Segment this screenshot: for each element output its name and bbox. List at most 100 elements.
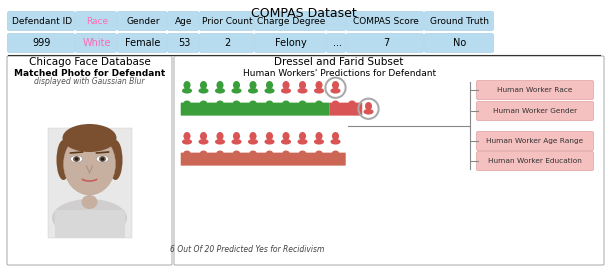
Ellipse shape [233, 81, 240, 89]
Ellipse shape [233, 151, 240, 156]
Text: 999: 999 [33, 39, 51, 49]
Ellipse shape [101, 157, 104, 161]
Text: Age: Age [175, 17, 193, 26]
Text: Human Worker Education: Human Worker Education [488, 158, 582, 164]
FancyBboxPatch shape [117, 12, 167, 31]
Ellipse shape [332, 81, 339, 89]
FancyBboxPatch shape [75, 12, 117, 31]
Ellipse shape [348, 100, 356, 106]
Ellipse shape [200, 151, 207, 156]
Ellipse shape [184, 100, 190, 106]
Ellipse shape [266, 81, 273, 89]
Text: Gender: Gender [126, 17, 160, 26]
FancyBboxPatch shape [255, 34, 325, 53]
FancyBboxPatch shape [7, 34, 75, 53]
Ellipse shape [283, 100, 289, 106]
Text: Charge Degree: Charge Degree [257, 17, 325, 26]
Ellipse shape [233, 132, 240, 140]
FancyBboxPatch shape [477, 80, 593, 99]
Ellipse shape [299, 100, 306, 106]
Ellipse shape [266, 100, 273, 106]
Ellipse shape [283, 151, 289, 156]
Ellipse shape [215, 88, 225, 94]
Ellipse shape [232, 139, 241, 144]
Ellipse shape [283, 132, 289, 140]
Ellipse shape [52, 199, 127, 237]
Text: displayed with Gaussian Blur: displayed with Gaussian Blur [34, 77, 145, 86]
Text: Human Workers' Predictions for Defendant: Human Workers' Predictions for Defendant [243, 69, 437, 78]
Ellipse shape [57, 140, 71, 180]
FancyBboxPatch shape [174, 56, 604, 265]
FancyBboxPatch shape [7, 56, 172, 265]
FancyBboxPatch shape [199, 34, 254, 53]
Text: Dressel and Farid Subset: Dressel and Farid Subset [274, 57, 404, 67]
Ellipse shape [297, 88, 308, 94]
Ellipse shape [216, 100, 224, 106]
FancyBboxPatch shape [477, 151, 593, 170]
Ellipse shape [71, 155, 83, 162]
Text: 7: 7 [383, 39, 389, 49]
FancyBboxPatch shape [477, 132, 593, 151]
Text: COMPAS Dataset: COMPAS Dataset [251, 7, 357, 20]
FancyBboxPatch shape [199, 12, 254, 31]
Ellipse shape [81, 195, 97, 209]
Ellipse shape [200, 100, 207, 106]
Text: Matched Photo for Defendant: Matched Photo for Defendant [14, 69, 165, 78]
Ellipse shape [283, 81, 289, 89]
Ellipse shape [97, 155, 108, 162]
Ellipse shape [332, 151, 339, 156]
Ellipse shape [314, 88, 324, 94]
Text: No: No [454, 39, 466, 49]
FancyBboxPatch shape [329, 103, 362, 116]
FancyBboxPatch shape [255, 12, 325, 31]
Ellipse shape [249, 132, 257, 140]
Ellipse shape [249, 81, 257, 89]
Ellipse shape [108, 140, 122, 180]
Ellipse shape [299, 132, 306, 140]
Text: COMPAS Score: COMPAS Score [353, 17, 419, 26]
FancyBboxPatch shape [424, 34, 494, 53]
Text: Chicago Face Database: Chicago Face Database [29, 57, 150, 67]
Ellipse shape [264, 139, 275, 144]
Ellipse shape [198, 88, 209, 94]
FancyBboxPatch shape [55, 210, 125, 238]
Ellipse shape [198, 139, 209, 144]
Ellipse shape [297, 139, 308, 144]
Ellipse shape [216, 132, 224, 140]
Ellipse shape [184, 151, 190, 156]
Ellipse shape [249, 100, 257, 106]
Ellipse shape [249, 151, 257, 156]
Ellipse shape [233, 100, 240, 106]
Ellipse shape [184, 132, 190, 140]
Ellipse shape [248, 139, 258, 144]
Ellipse shape [365, 102, 372, 110]
Ellipse shape [232, 88, 241, 94]
Text: Human Worker Age Range: Human Worker Age Range [486, 138, 584, 144]
Ellipse shape [184, 81, 190, 89]
Ellipse shape [216, 81, 224, 89]
Ellipse shape [63, 133, 116, 195]
Text: ...: ... [333, 39, 342, 49]
Ellipse shape [99, 156, 106, 162]
Text: 6 Out Of 20 Predicted Yes for Recidivism: 6 Out Of 20 Predicted Yes for Recidivism [170, 245, 324, 254]
Text: Defendant ID: Defendant ID [12, 17, 72, 26]
Ellipse shape [332, 132, 339, 140]
Text: Human Worker Gender: Human Worker Gender [493, 108, 577, 114]
Ellipse shape [200, 132, 207, 140]
Ellipse shape [182, 139, 192, 144]
Ellipse shape [281, 88, 291, 94]
FancyBboxPatch shape [326, 34, 345, 53]
Ellipse shape [330, 139, 340, 144]
FancyBboxPatch shape [117, 34, 167, 53]
FancyBboxPatch shape [347, 12, 424, 31]
Text: Female: Female [125, 39, 161, 49]
Ellipse shape [264, 88, 275, 94]
Text: White: White [83, 39, 111, 49]
Ellipse shape [281, 139, 291, 144]
Text: 2: 2 [224, 39, 230, 49]
FancyBboxPatch shape [167, 12, 198, 31]
Text: 53: 53 [178, 39, 190, 49]
Ellipse shape [215, 139, 225, 144]
FancyBboxPatch shape [47, 128, 131, 238]
Ellipse shape [266, 132, 273, 140]
